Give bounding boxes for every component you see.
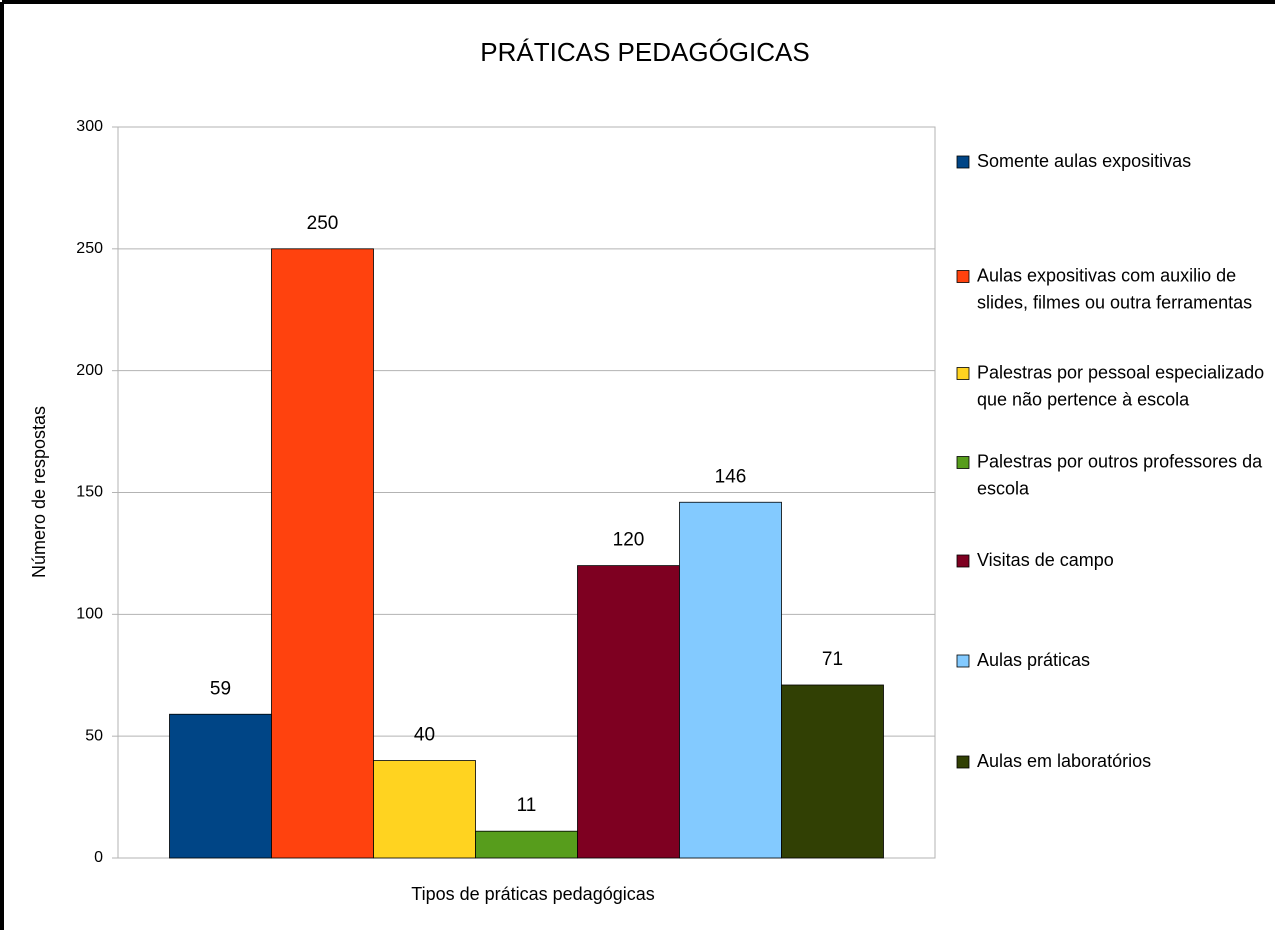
y-tick-label: 300 [76,118,103,135]
y-axis-title: Número de respostas [29,406,49,578]
bar [169,713,272,859]
value-label: 40 [414,725,435,746]
legend-swatch [956,456,970,469]
value-label: 11 [517,795,537,816]
legend-swatch [956,654,970,668]
x-axis-title: Tipos de práticas pedagógicas [411,884,654,904]
legend-label: Aulas em laboratórios [977,751,1151,771]
y-tick-label: 0 [94,849,103,866]
bar [271,248,374,859]
legend-label: Aulas expositivas com auxilio de slides, … [977,265,1252,312]
legend-label: Somente aulas expositivas [977,151,1191,171]
legend-swatch [956,367,970,380]
value-label: 120 [613,530,645,551]
bar [781,684,884,859]
bar [577,565,680,859]
y-tick-label: 50 [85,727,103,744]
bar [373,760,476,859]
legend-swatch [956,755,970,769]
legend-swatch [956,270,970,283]
legend-label: Visitas de campo [977,550,1114,570]
value-label: 59 [210,678,231,699]
legend-swatch [956,554,970,568]
legend-label: Aulas práticas [977,650,1090,670]
value-label: 250 [307,213,339,234]
value-label: 146 [715,466,747,487]
legend-swatch [956,155,970,169]
y-tick-label: 250 [76,240,103,257]
y-tick-label: 150 [76,484,103,501]
chart-title: PRÁTICAS PEDAGÓGICAS [480,37,809,67]
value-label: 71 [822,649,843,670]
y-tick-label: 200 [76,362,103,379]
legend-label: Palestras por pessoal especializado que n… [977,362,1264,409]
y-tick-label: 100 [76,606,103,623]
legend-label: Palestras por outros professores da escol… [977,451,1263,498]
bar [475,830,578,859]
bar [679,501,782,859]
